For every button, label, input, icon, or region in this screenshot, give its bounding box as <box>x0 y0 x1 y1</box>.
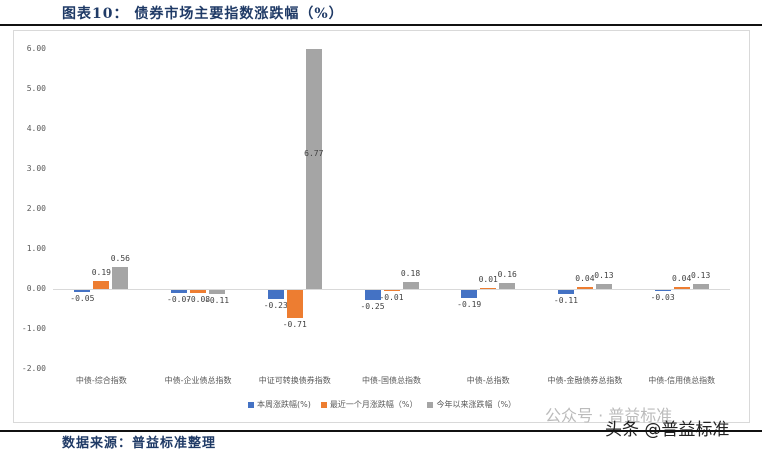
bar <box>383 290 400 291</box>
y-tick-label: -1.00 <box>21 324 46 333</box>
data-label: -0.11 <box>553 296 578 306</box>
bar <box>171 290 188 293</box>
data-label: 6.77 <box>304 149 324 158</box>
bar <box>209 290 226 295</box>
bar <box>112 266 129 289</box>
watermark-wechat: 公众号 · 普益标准 <box>545 406 673 425</box>
header-divider <box>0 24 762 26</box>
y-tick-label: 2.00 <box>26 204 46 213</box>
y-tick-label: 1.00 <box>26 244 46 253</box>
bar <box>557 290 574 295</box>
y-tick-label: 5.00 <box>26 84 46 93</box>
y-tick-label: 3.00 <box>26 164 46 173</box>
footer-divider <box>0 430 762 432</box>
data-label: -0.19 <box>457 299 482 309</box>
data-label: -0.71 <box>282 320 307 330</box>
zero-baseline <box>53 289 730 290</box>
x-category-label: 中证可转换债券指数 <box>258 376 331 385</box>
legend: 本周涨跌幅(%) 最近一个月涨跌幅（%） 今年以来涨跌幅（%） <box>248 399 516 410</box>
data-label: 0.16 <box>497 269 517 279</box>
bar <box>402 281 419 289</box>
x-category-label: 中债-金融债券总指数 <box>547 376 623 385</box>
chart-frame <box>13 30 750 423</box>
legend-item-ytd: 今年以来涨跌幅（%） <box>427 399 516 410</box>
bar <box>364 290 381 300</box>
legend-swatch-icon <box>427 401 434 408</box>
data-label: 0.01 <box>478 275 498 284</box>
bar <box>654 290 671 292</box>
y-tick-label: 4.00 <box>26 124 46 133</box>
data-label: -0.05 <box>70 294 95 303</box>
y-tick-label: -2.00 <box>21 364 46 373</box>
y-tick-label: 0.00 <box>26 284 46 293</box>
legend-swatch-icon <box>320 401 327 408</box>
data-label: -0.11 <box>205 296 230 306</box>
bar <box>595 283 612 289</box>
bar <box>499 282 516 289</box>
data-label: 0.19 <box>91 268 111 278</box>
x-category-label: 中债-国债总指数 <box>362 376 421 385</box>
data-label: -0.23 <box>263 301 288 311</box>
x-category-label: 中债-信用债总指数 <box>648 376 716 385</box>
data-label: -0.07 <box>167 294 192 304</box>
bar <box>692 283 709 289</box>
data-label: -0.25 <box>360 302 385 311</box>
watermark-toutiao: 头条 @普益标准 <box>605 420 730 440</box>
bar <box>190 290 207 294</box>
data-label: -0.01 <box>379 293 404 302</box>
legend-swatch-icon <box>248 401 254 408</box>
data-label: 0.56 <box>110 253 130 263</box>
bar <box>673 287 690 289</box>
x-category-label: 中债-总指数 <box>466 376 510 385</box>
bar <box>576 287 593 289</box>
bar <box>74 290 91 292</box>
x-category-label: 中债-综合指数 <box>75 376 127 385</box>
bar <box>267 290 284 300</box>
data-label: -0.03 <box>650 293 675 303</box>
bar <box>93 281 110 289</box>
y-tick-label: 6.00 <box>26 44 46 53</box>
legend-item-weekly: 本周涨跌幅(%) <box>248 399 311 410</box>
data-label: 0.13 <box>594 270 614 280</box>
bar <box>286 290 303 319</box>
bar <box>480 288 497 289</box>
data-label: 0.13 <box>691 270 711 280</box>
legend-item-monthly: 最近一个月涨跌幅（%） <box>320 399 417 410</box>
chart-title: 图表10： 债券市场主要指数涨跌幅（%） <box>62 6 344 22</box>
bar <box>461 290 478 298</box>
data-label: -0.08 <box>186 295 211 305</box>
data-label: 0.04 <box>672 274 692 284</box>
data-source: 数据来源：普益标准整理 <box>62 436 217 451</box>
x-category-label: 中债-企业债总指数 <box>164 376 232 385</box>
bar <box>305 49 322 289</box>
data-label: 0.18 <box>400 268 421 278</box>
data-label: 0.04 <box>575 274 595 284</box>
